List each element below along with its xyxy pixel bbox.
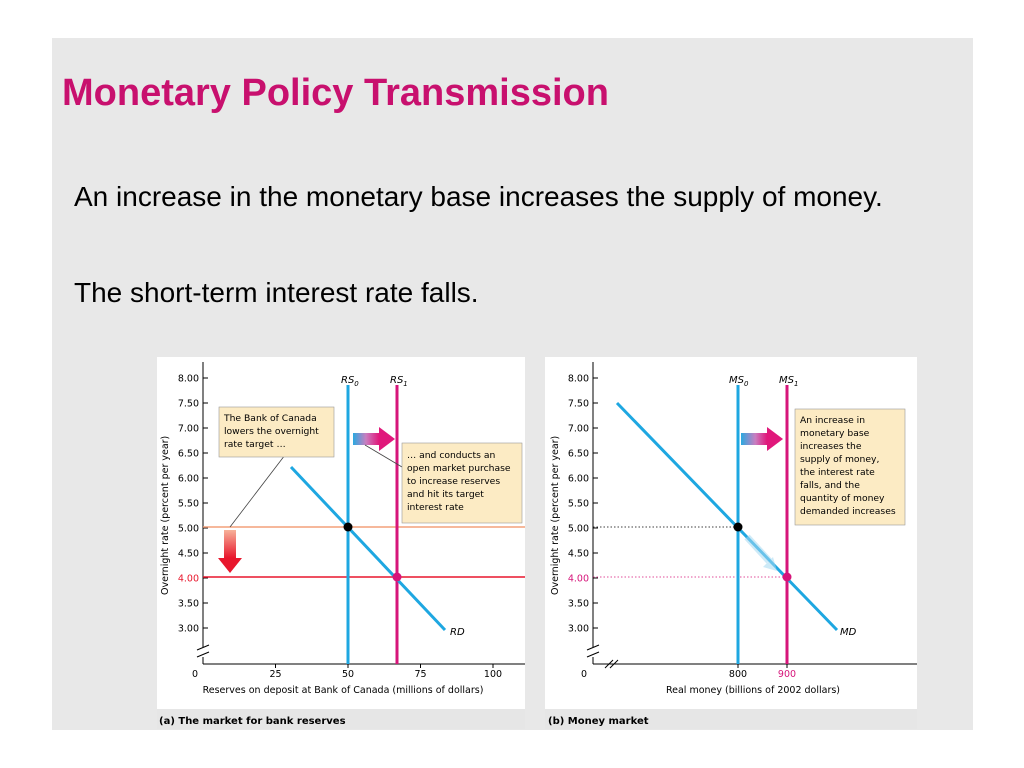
panel-a-axis-break [196, 651, 210, 658]
panel-a-shift-right-arrow [353, 427, 395, 451]
y-tick-label: 8.00 [178, 374, 199, 385]
panel-b-x-origin: 0 [581, 669, 587, 680]
panel-b-note: An increase in monetary base increases t… [794, 408, 906, 526]
y-tick-label: 4.00 [568, 574, 589, 585]
panel-a-x-axis-label: Reserves on deposit at Bank of Canada (m… [203, 685, 484, 696]
y-tick-label: 4.00 [178, 574, 199, 585]
y-tick-label: 6.50 [178, 449, 199, 460]
panel-b: (b) Money market Overnight rate (percent… [545, 357, 917, 729]
panel-a: (a) The market for bank reserves Overnig… [157, 357, 525, 729]
figure: (a) The market for bank reserves Overnig… [157, 357, 917, 729]
x-tick-label: 75 [414, 669, 426, 680]
panel-b-x-axis-break [604, 659, 614, 669]
panel-a-note-2: … and conducts an open market purchase t… [401, 442, 523, 524]
series-ms1-label: MS1 [779, 375, 798, 388]
y-tick-label: 3.50 [568, 599, 589, 610]
y-tick-label: 6.50 [568, 449, 589, 460]
y-tick-label: 3.50 [178, 599, 199, 610]
panel-a-axis-break [196, 644, 210, 651]
panel-a-y-axis-label: Overnight rate (percent per year) [160, 436, 171, 595]
y-tick-label: 7.50 [568, 399, 589, 410]
x-tick-label: 50 [342, 669, 354, 680]
panel-b-x-tick-label: 800 [729, 669, 747, 680]
y-tick-label: 5.50 [568, 499, 589, 510]
y-tick-label: 4.50 [568, 549, 589, 560]
panel-b-y-ticks: 8.00 7.50 7.00 6.50 6.00 5.50 5.00 4.50 4.00 3.50… [568, 374, 598, 635]
panel-b-y-axis-label: Overnight rate (percent per year) [550, 436, 561, 595]
series-md-line [615, 401, 839, 632]
panel-a-note-1: The Bank of Canada lowers the overnight … [218, 406, 335, 458]
panel-b-caption: (b) Money market [548, 716, 649, 727]
y-tick-label: 5.00 [178, 524, 199, 535]
series-rd-label: RD [450, 627, 465, 638]
y-tick-label: 5.50 [178, 499, 199, 510]
panel-a-note-2-text: … and conducts an open market purchase t… [407, 450, 513, 513]
y-tick-label: 8.00 [568, 374, 589, 385]
panel-a-note-1-text: The Bank of Canada lowers the overnight … [223, 413, 322, 450]
panel-a-leader-line [229, 454, 286, 528]
panel-b-x-tick-label: 900 [778, 669, 796, 680]
equilibrium-point-b1 [782, 572, 792, 582]
y-tick-label: 7.00 [178, 424, 199, 435]
panel-b-shift-right-arrow [741, 427, 783, 451]
panel-b-note-text: An increase in monetary base increases t… [800, 415, 896, 517]
equilibrium-point-a0 [343, 522, 353, 532]
panel-b-axis-break [586, 651, 600, 658]
panel-a-rate-down-arrow [218, 530, 242, 573]
bullet-text: An increase in the monetary base increas… [74, 181, 883, 212]
panel-a-y-ticks: 8.00 7.50 7.00 6.50 6.00 5.50 5.00 4.50 4.00 3.50… [178, 374, 208, 635]
slide-title: Monetary Policy Transmission [62, 72, 609, 114]
y-tick-label: 3.00 [178, 624, 199, 635]
panel-a-x-ticks: 0 25 50 75 100 [192, 664, 502, 680]
y-tick-label: 4.50 [178, 549, 199, 560]
bullet-text: The short-term interest rate falls. [74, 277, 479, 308]
y-tick-label: 3.00 [568, 624, 589, 635]
equilibrium-point-a1 [392, 572, 402, 582]
y-tick-label: 6.00 [178, 474, 199, 485]
y-tick-label: 7.00 [568, 424, 589, 435]
panel-b-movement-arrow [744, 534, 777, 571]
y-tick-label: 7.50 [178, 399, 199, 410]
series-md-label: MD [840, 627, 857, 638]
y-tick-label: 5.00 [568, 524, 589, 535]
series-rd-line [289, 465, 447, 632]
x-tick-label: 100 [484, 669, 502, 680]
x-tick-label: 0 [192, 669, 198, 680]
x-tick-label: 25 [269, 669, 281, 680]
y-tick-label: 6.00 [568, 474, 589, 485]
equilibrium-point-b0 [733, 522, 743, 532]
panel-a-leader-line [364, 444, 403, 468]
panel-a-caption-band [157, 709, 525, 729]
panel-b-caption-band [545, 709, 917, 729]
panel-b-axis-break [586, 644, 600, 651]
panel-b-x-axis-label: Real money (billions of 2002 dollars) [666, 685, 840, 696]
panel-a-caption: (a) The market for bank reserves [159, 716, 346, 727]
panel-a-background [157, 357, 525, 729]
panel-b-x-axis-break [609, 659, 619, 669]
